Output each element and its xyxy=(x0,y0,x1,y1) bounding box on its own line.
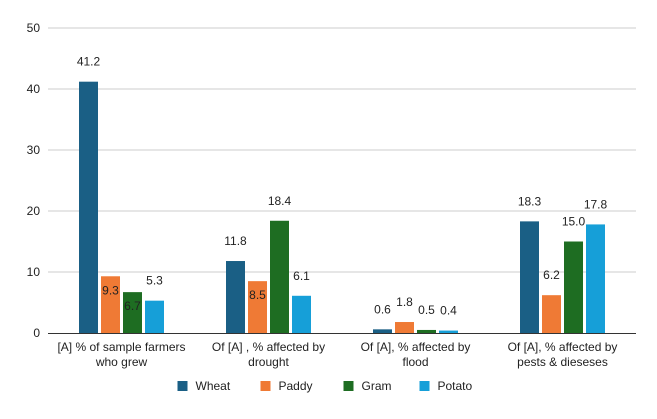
bar-gram-1 xyxy=(270,220,289,333)
data-label-paddy-1: 8.5 xyxy=(249,288,266,302)
bar-gram-0 xyxy=(123,292,142,333)
data-label-gram-0: 6.7 xyxy=(124,299,141,313)
data-label-wheat-2: 0.6 xyxy=(374,302,391,316)
data-label-paddy-2: 1.8 xyxy=(396,295,413,309)
data-label-paddy-0: 9.3 xyxy=(102,283,119,297)
category-label-0: [A] % of sample farmers xyxy=(57,340,185,354)
bar-potato-0 xyxy=(145,300,164,333)
bar-potato-1 xyxy=(292,295,311,333)
bar-wheat-1 xyxy=(226,261,245,333)
bar-potato-2 xyxy=(439,330,458,333)
y-tick-label: 10 xyxy=(27,265,41,279)
data-label-potato-1: 6.1 xyxy=(293,269,310,283)
bar-gram-2 xyxy=(417,329,436,333)
legend-swatch-potato xyxy=(419,381,430,391)
data-label-potato-0: 5.3 xyxy=(146,274,163,288)
legend: Wheat Paddy Gram Potato xyxy=(177,379,473,393)
data-label-paddy-3: 6.2 xyxy=(543,268,560,282)
y-tick-label: 20 xyxy=(27,204,41,218)
legend-label-wheat: Wheat xyxy=(196,379,231,393)
legend-swatch-paddy xyxy=(260,381,271,391)
y-tick-label: 30 xyxy=(27,143,41,157)
data-label-gram-1: 18.4 xyxy=(268,194,292,208)
bar-gram-3 xyxy=(564,241,583,333)
data-label-wheat-0: 41.2 xyxy=(77,55,101,69)
bar-paddy-3 xyxy=(542,295,561,333)
category-label-0: who grew xyxy=(95,355,148,369)
legend-swatch-gram xyxy=(343,381,354,391)
legend-label-gram: Gram xyxy=(362,379,392,393)
bars xyxy=(79,81,605,334)
data-label-wheat-3: 18.3 xyxy=(518,194,542,208)
category-label-3: Of [A], % affected by xyxy=(508,340,618,354)
data-labels: 41.2 9.3 6.7 5.3 11.8 8.5 18.4 6.1 0.6 1.8 0.5 0.4 1… xyxy=(77,55,608,318)
legend-swatch-wheat xyxy=(177,381,188,391)
data-label-gram-2: 0.5 xyxy=(418,303,435,317)
legend-label-paddy: Paddy xyxy=(279,379,313,393)
bar-paddy-2 xyxy=(395,322,414,333)
data-label-wheat-1: 11.8 xyxy=(224,234,247,248)
gridlines xyxy=(48,27,636,273)
y-axis-ticks: 0 10 20 30 40 50 xyxy=(27,21,41,340)
bar-potato-3 xyxy=(586,224,605,333)
category-label-1: Of [A] , % affected by xyxy=(212,340,325,354)
category-label-3: pests & dieseses xyxy=(517,355,608,369)
data-label-potato-3: 17.8 xyxy=(584,197,608,211)
y-tick-label: 40 xyxy=(27,82,41,96)
bar-wheat-2 xyxy=(373,329,392,333)
category-label-1: drought xyxy=(248,355,289,369)
bar-wheat-3 xyxy=(520,221,539,333)
legend-label-potato: Potato xyxy=(438,379,473,393)
bar-paddy-1 xyxy=(248,281,267,333)
category-label-2: flood xyxy=(402,355,428,369)
data-label-gram-3: 15.0 xyxy=(562,215,586,229)
data-label-potato-2: 0.4 xyxy=(440,304,457,318)
y-tick-label: 50 xyxy=(27,21,41,35)
category-label-2: Of [A], % affected by xyxy=(361,340,471,354)
y-tick-label: 0 xyxy=(33,326,40,340)
bar-wheat-0 xyxy=(79,81,98,334)
bar-paddy-0 xyxy=(101,276,120,333)
